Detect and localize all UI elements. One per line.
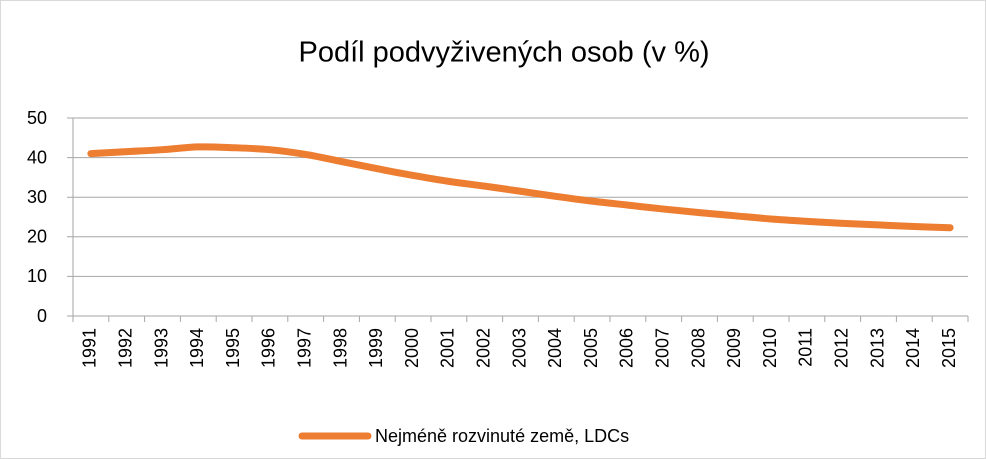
x-tick-label: 1992	[115, 328, 135, 368]
x-tick-label: 2005	[581, 328, 601, 368]
x-tick-label: 1996	[259, 328, 279, 368]
x-tick-label: 2014	[903, 328, 923, 368]
x-tick-label: 2007	[652, 328, 672, 368]
legend-label: Nejméně rozvinuté země, LDCs	[375, 426, 629, 446]
x-tick-label: 1997	[294, 328, 314, 368]
y-tick-label: 20	[27, 227, 47, 247]
x-tick-label: 1994	[187, 328, 207, 368]
y-tick-label: 30	[27, 187, 47, 207]
y-tick-label: 0	[37, 306, 47, 326]
x-tick-label: 2002	[473, 328, 493, 368]
y-tick-label: 10	[27, 266, 47, 286]
x-tick-label: 2000	[402, 328, 422, 368]
x-tick-label: 2013	[867, 328, 887, 368]
x-tick-label: 1993	[151, 328, 171, 368]
y-tick-label: 50	[27, 108, 47, 128]
x-tick-label: 2006	[617, 328, 637, 368]
x-tick-label: 2015	[939, 328, 959, 368]
x-tick-label: 2001	[438, 328, 458, 368]
line-series	[87, 143, 954, 232]
x-tick-label: 2008	[688, 328, 708, 368]
x-tick-label: 2009	[724, 328, 744, 368]
chart-title: Podíl podvyživených osob (v %)	[298, 37, 709, 69]
x-tick-label: 2012	[831, 328, 851, 368]
x-tick-label: 1998	[330, 328, 350, 368]
x-tick-label: 1995	[223, 328, 243, 368]
x-tick-label: 1991	[80, 328, 100, 368]
x-tick-label: 2011	[796, 328, 816, 367]
y-tick-label: 40	[27, 147, 47, 167]
x-tick-label: 2003	[509, 328, 529, 368]
x-tick-label: 2010	[760, 328, 780, 368]
x-tick-label: 2004	[545, 328, 565, 368]
x-tick-label: 1999	[366, 328, 386, 368]
